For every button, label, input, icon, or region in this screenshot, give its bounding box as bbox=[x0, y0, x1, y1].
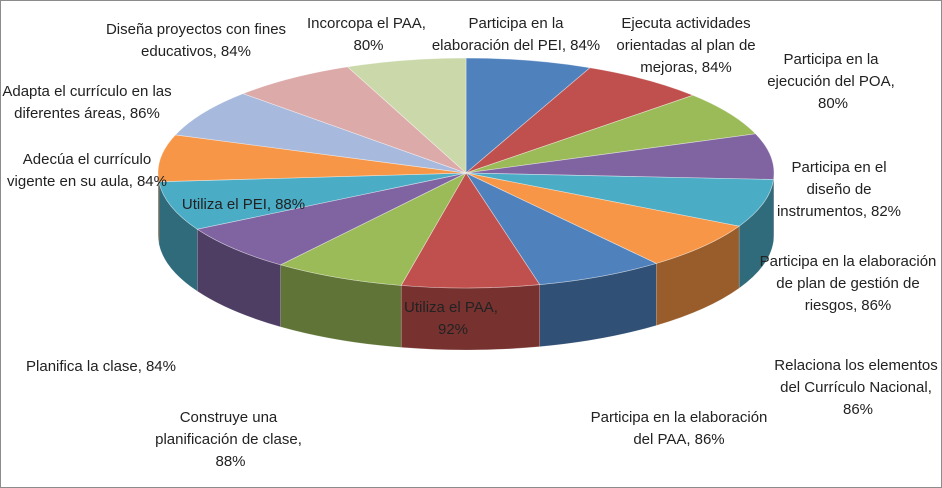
category-label: Participa en la elaboración del PEI, bbox=[431, 15, 567, 54]
slice-label: Adapta el currículo en las diferentes ár… bbox=[1, 81, 173, 125]
category-label: Participa en la ejecución del POA, bbox=[767, 51, 895, 90]
value-label: 82% bbox=[871, 203, 902, 220]
slice-label: Adecúa el currículo vigente en su aula, 8… bbox=[1, 149, 173, 193]
value-label: 86% bbox=[694, 431, 725, 448]
slice bbox=[465, 57, 591, 174]
slice bbox=[279, 172, 467, 286]
slice bbox=[174, 93, 467, 174]
category-label: Participa en la elaboración de plan de g… bbox=[759, 253, 937, 314]
value-label: 80% bbox=[353, 37, 384, 54]
slice bbox=[196, 172, 467, 266]
slice-label: Diseña proyectos con fines educativos, 84… bbox=[101, 19, 291, 63]
value-label: 88% bbox=[275, 196, 306, 213]
slice bbox=[465, 67, 694, 174]
slice-label: Participa en la elaboración de plan de g… bbox=[758, 251, 938, 317]
category-label: Incorcopa el PAA, bbox=[307, 15, 426, 32]
slice-label: Planifica la clase, 84% bbox=[21, 356, 181, 378]
category-label: Participa en el diseño de instrumentos, bbox=[776, 159, 887, 220]
slice-label: Participa en la elaboración del PEI, 84% bbox=[431, 13, 601, 57]
slice-label: Participa en la ejecución del POA, 80% bbox=[756, 49, 906, 115]
slice bbox=[157, 134, 467, 183]
value-label: 84% bbox=[701, 59, 732, 76]
value-label: 84% bbox=[570, 37, 601, 54]
value-label: 86% bbox=[129, 105, 160, 122]
category-label: Utiliza el PEI, bbox=[181, 196, 272, 213]
category-label: Adecúa el currículo vigente en su aula, bbox=[7, 151, 152, 190]
category-label: Diseña proyectos con fines educativos, bbox=[105, 21, 287, 60]
category-label: Ejecuta actividades orientadas al plan d… bbox=[616, 15, 756, 76]
category-label: Participa en la elaboración del PAA, bbox=[590, 409, 768, 448]
value-label: 92% bbox=[437, 321, 469, 338]
value-label: 84% bbox=[145, 358, 176, 375]
slice bbox=[346, 57, 467, 174]
slice-label: Utiliza el PAA, 92% bbox=[396, 297, 506, 341]
slice-label: Participa en el diseño de instrumentos, 8… bbox=[769, 157, 909, 223]
slice bbox=[465, 172, 658, 286]
slice bbox=[465, 133, 775, 180]
slice bbox=[465, 172, 774, 227]
value-label: 80% bbox=[817, 95, 849, 112]
slice bbox=[242, 66, 467, 174]
value-label: 84% bbox=[136, 173, 167, 190]
value-label: 88% bbox=[215, 453, 246, 470]
slice-label: Utiliza el PEI, 88% bbox=[156, 194, 331, 216]
slice bbox=[158, 172, 467, 230]
category-label: Relaciona los elementos del Currículo Na… bbox=[774, 357, 938, 396]
slice-label: Ejecuta actividades orientadas al plan d… bbox=[586, 13, 786, 79]
slice bbox=[400, 172, 541, 289]
slice bbox=[465, 172, 740, 264]
category-label: Utiliza el PAA, bbox=[404, 299, 498, 316]
slice-label: Construye una planificación de clase, 88% bbox=[151, 407, 306, 473]
value-label: 86% bbox=[842, 401, 874, 418]
category-label: Adapta el currículo en las diferentes ár… bbox=[2, 83, 172, 122]
value-label: 84% bbox=[220, 43, 251, 60]
slice bbox=[465, 94, 757, 174]
slice-label: Participa en la elaboración del PAA, 86% bbox=[589, 407, 769, 451]
slice-label: Relaciona los elementos del Currículo Na… bbox=[771, 355, 941, 421]
value-label: 86% bbox=[861, 297, 892, 314]
category-label: Planifica la clase, bbox=[26, 358, 142, 375]
category-label: Construye una planificación de clase, bbox=[155, 409, 302, 448]
slice-label: Incorcopa el PAA, 80% bbox=[299, 13, 434, 57]
